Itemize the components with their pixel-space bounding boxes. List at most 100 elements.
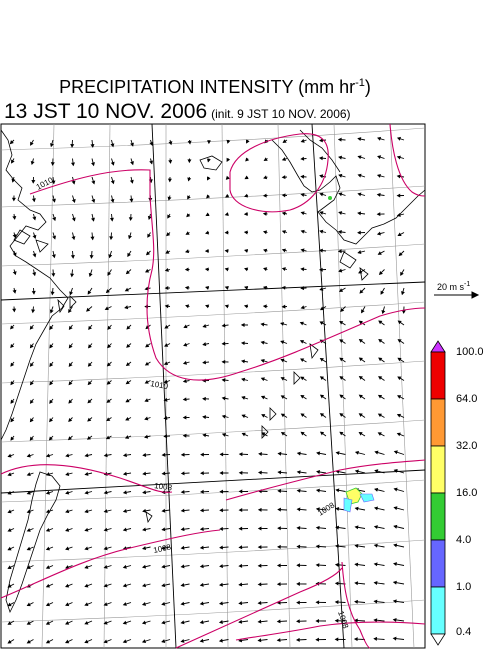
wind-vector-head: [12, 271, 17, 276]
wind-vector-head: [84, 602, 89, 607]
wind-vector-head: [128, 217, 133, 222]
wind-vector-head: [182, 415, 187, 420]
wind-vector-head: [103, 602, 108, 606]
wind-vector-head: [396, 413, 402, 418]
wind-vector-head: [31, 290, 36, 295]
wind-vector-head: [276, 563, 281, 568]
wind-vector-head: [84, 509, 89, 514]
wind-vector-head: [126, 343, 131, 348]
wind-vector-head: [122, 453, 127, 458]
wind-vector-head: [263, 230, 268, 235]
wind-vector-head: [180, 452, 185, 457]
wind-vector-head: [335, 488, 340, 493]
wind-vector-head: [88, 272, 93, 278]
wind-vector-head: [7, 490, 12, 495]
colorbar-bin: [430, 492, 446, 541]
wind-vector-head: [300, 376, 305, 381]
wind-vector-head: [257, 507, 262, 512]
wind-vector-head: [199, 545, 204, 550]
wind-vector-head: [103, 546, 108, 551]
wind-vector-head: [168, 159, 173, 164]
wind-vector-head: [282, 139, 287, 143]
wind-vector-head: [7, 602, 12, 607]
wind-vector-head: [31, 198, 36, 203]
wind-vector-head: [339, 394, 344, 399]
wind-vector-head: [338, 155, 343, 160]
wind-vector-head: [200, 489, 204, 494]
wind-vector-head: [315, 637, 319, 642]
wind-vector-head: [84, 490, 89, 495]
wind-vector-head: [319, 413, 325, 417]
wind-vector-head: [163, 397, 168, 402]
wind-vector-head: [122, 583, 127, 588]
wind-vector-head: [31, 309, 36, 314]
wind-vector-head: [65, 602, 70, 607]
wind-vector-head: [103, 583, 108, 588]
wind-vector-head: [180, 583, 185, 587]
wind-vector-head: [334, 637, 339, 642]
wind-vector-head: [319, 394, 325, 399]
wind-vector-head: [48, 436, 53, 441]
colorbar-bin: [430, 445, 446, 494]
wind-vector-head: [10, 343, 15, 349]
wind-vector-head: [12, 308, 17, 313]
wind-vector-head: [161, 508, 166, 513]
wind-vector-head: [109, 217, 114, 222]
wind-vector-head: [354, 506, 359, 511]
wind-vector-head: [280, 431, 286, 436]
wind-vector-head: [110, 180, 115, 185]
wind-vector-head: [377, 251, 382, 255]
wind-vector-head: [103, 527, 108, 532]
wind-vector-head: [122, 490, 127, 495]
wind-vector-head: [319, 248, 323, 253]
wind-vector-head: [141, 583, 147, 588]
wind-vector-head: [30, 160, 35, 166]
wind-vector-head: [103, 639, 108, 644]
wind-vector-head: [68, 344, 73, 349]
wind-vector-head: [257, 563, 262, 568]
wind-vector-head: [358, 413, 363, 417]
colorbar-level-label: 4.0: [456, 534, 472, 546]
wind-vector-head: [206, 194, 211, 199]
wind-vector-head: [70, 254, 75, 259]
wind-vector-head: [68, 308, 72, 314]
wind-vector-head: [377, 413, 382, 418]
wind-vector-head: [205, 230, 210, 235]
wind-vector-head: [224, 267, 229, 272]
wind-vector-head: [7, 509, 12, 514]
wind-vector-head: [319, 229, 324, 234]
wind-vector-head: [224, 248, 229, 253]
wind-vector-head: [377, 394, 383, 399]
wind-vector-head: [373, 506, 378, 511]
wind-vector-head: [334, 600, 339, 605]
wind-vector-head: [142, 508, 147, 513]
wind-vector-head: [11, 178, 16, 183]
wind-vector-head: [244, 193, 249, 198]
wind-vector-head: [319, 192, 324, 197]
wind-vector-head: [354, 469, 359, 474]
wind-vector-head: [280, 322, 285, 326]
wind-vector-head: [204, 267, 209, 272]
wind-vector-head: [315, 488, 320, 493]
wind-vector-head: [263, 175, 268, 180]
wind-vector-head: [161, 527, 166, 532]
reference-vector-arrow: [434, 291, 480, 299]
wind-vector-head: [244, 285, 249, 290]
wind-vector-head: [91, 162, 95, 167]
wind-vector-head: [393, 450, 398, 455]
wind-vector-head: [354, 562, 359, 567]
wind-vector-head: [300, 248, 305, 253]
wind-vector-head: [397, 232, 402, 237]
wind-vector-head: [65, 546, 70, 551]
wind-vector-head: [238, 526, 243, 531]
wind-vector-head: [378, 376, 383, 380]
wind-vector-head: [315, 507, 320, 512]
wind-vector-head: [400, 271, 404, 276]
wind-vector-head: [12, 289, 17, 294]
wind-vector-head: [300, 211, 305, 216]
wind-vector-head: [26, 602, 31, 607]
wind-vector-head: [339, 339, 344, 343]
wind-vector-head: [12, 234, 17, 239]
wind-vector-head: [373, 525, 378, 530]
wind-vector-head: [281, 267, 286, 272]
